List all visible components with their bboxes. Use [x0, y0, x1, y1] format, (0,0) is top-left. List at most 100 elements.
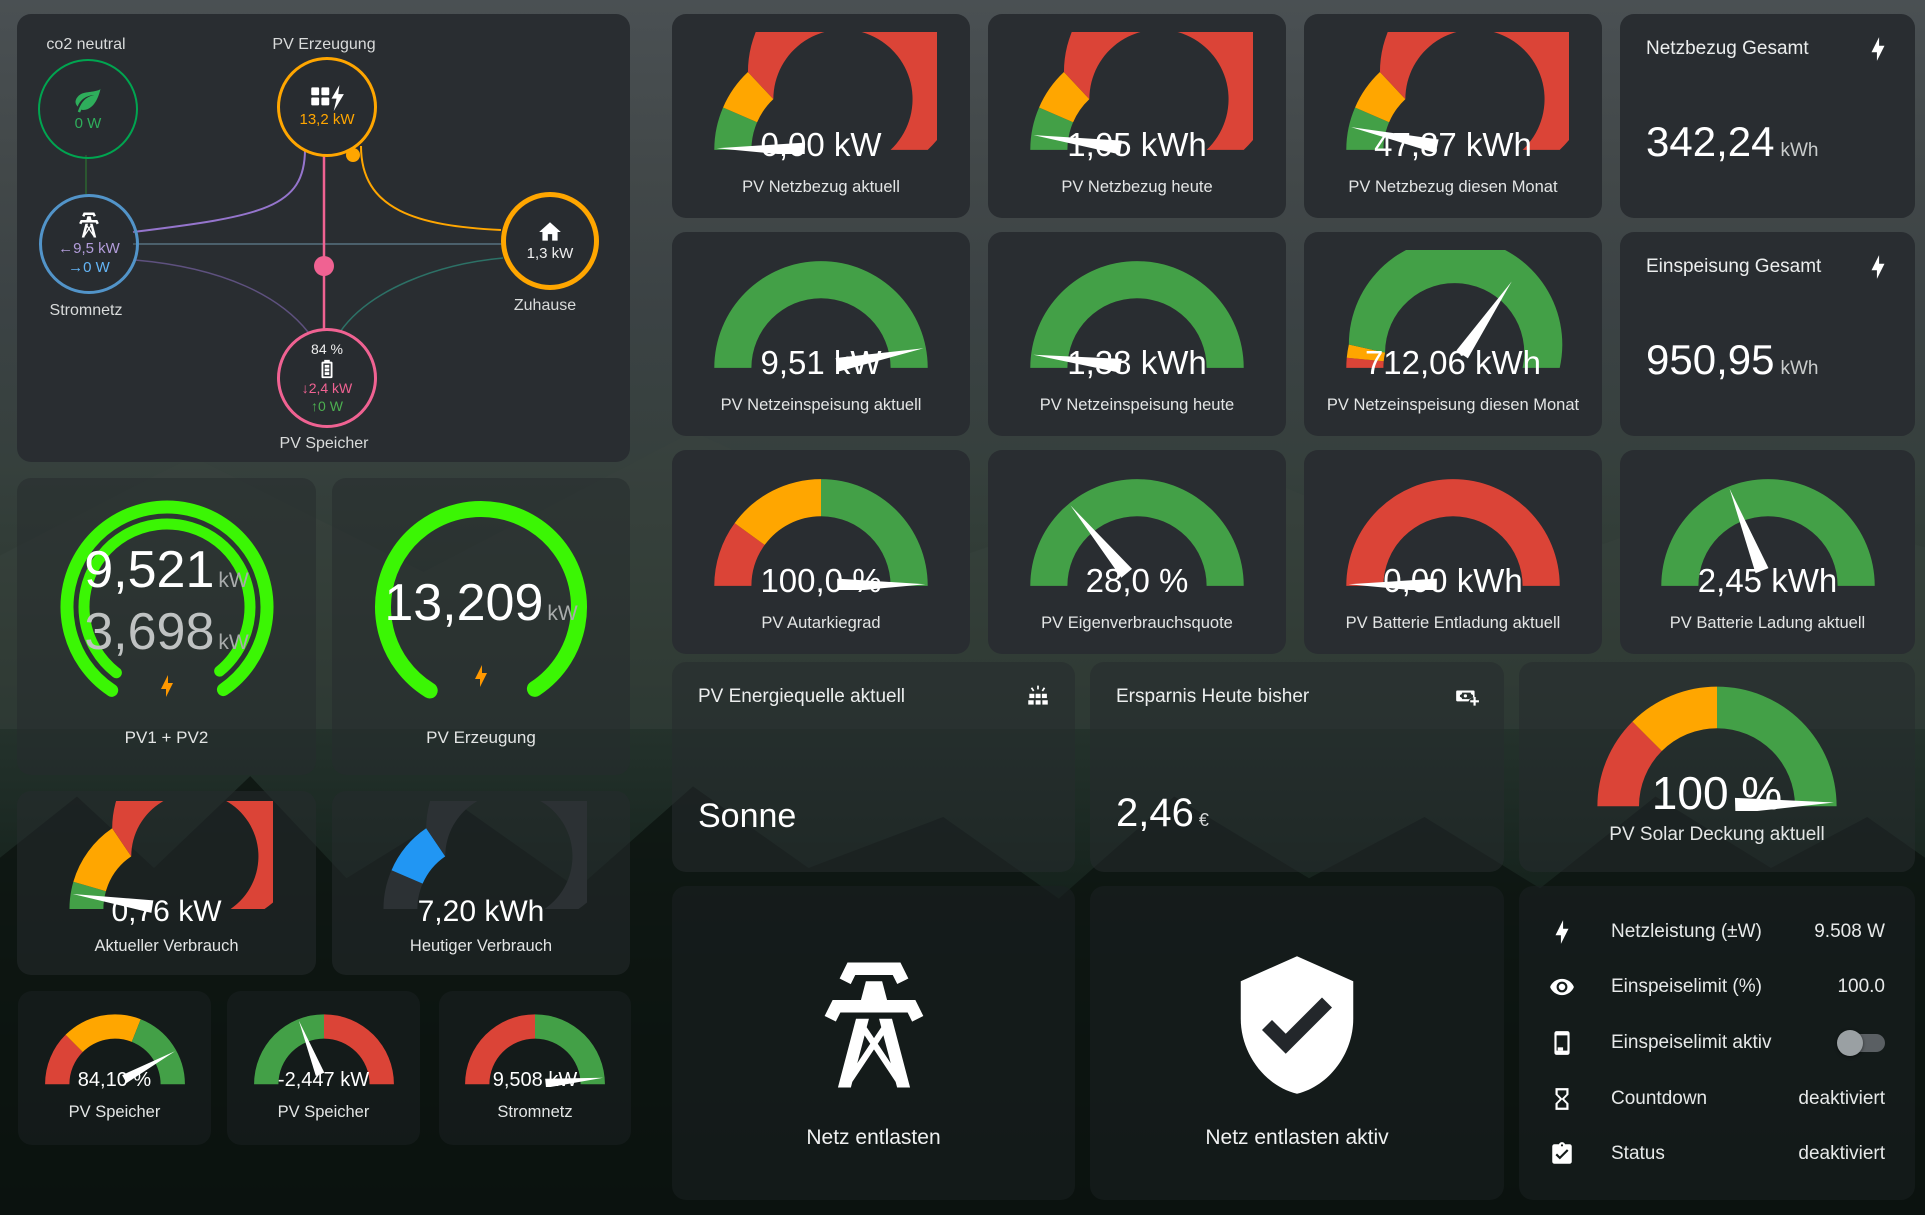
- settings-row-netzleistung[interactable]: Netzleistung (±W) 9.508 W: [1549, 908, 1885, 956]
- pv-eigenverbrauchsquote-gauge-card[interactable]: 28,0 % PV Eigenverbrauchsquote: [988, 450, 1286, 654]
- pv-speicher-soc-gauge-card[interactable]: 84,10 % PV Speicher: [18, 991, 211, 1145]
- gauge-arc: [1346, 479, 1560, 590]
- gauge-label: Heutiger Verbrauch: [409, 937, 553, 955]
- gauge-label: PV Netzbezug heute: [1061, 178, 1213, 196]
- lightning-icon: [1865, 254, 1891, 280]
- grid-import-value: ←9,5 kW: [58, 240, 120, 258]
- pv-netzbezug-heute-gauge-card[interactable]: 1,05 kWh PV Netzbezug heute: [988, 14, 1286, 218]
- lightning-icon: [475, 665, 487, 687]
- flow-node-zuhause[interactable]: 1,3 kW: [501, 192, 599, 290]
- settings-row-einspeiselimit-aktiv[interactable]: Einspeiselimit aktiv: [1549, 1019, 1885, 1067]
- gauge-value: 9,508 kW: [492, 1069, 578, 1091]
- transmission-tower-icon: [74, 210, 104, 240]
- ersparnis-card[interactable]: Ersparnis Heute bisher 2,46 €: [1090, 662, 1504, 872]
- gauge-value: 1,38 kWh: [1067, 344, 1207, 381]
- shield-check-icon: [1222, 950, 1372, 1100]
- aktueller-verbrauch-gauge-card[interactable]: 0,76 kW Aktueller Verbrauch: [17, 791, 316, 975]
- gauge-label: PV Netzeinspeisung diesen Monat: [1326, 396, 1580, 414]
- pv1-value: 9,521: [84, 541, 215, 599]
- pv-netzeinspeisung-aktuell-gauge-card[interactable]: 9,51 kW PV Netzeinspeisung aktuell: [672, 232, 970, 436]
- netzbezug-gesamt-card[interactable]: Netzbezug Gesamt 342,24 kWh: [1620, 14, 1915, 218]
- solar-panel-icon: [1025, 684, 1051, 710]
- gauge-label: PV Batterie Ladung aktuell: [1669, 614, 1866, 632]
- pv-erzeugung-value-row: 13,209 kW: [384, 574, 578, 632]
- settings-row-countdown[interactable]: Countdown deaktiviert: [1549, 1075, 1885, 1123]
- gauge-label: Aktueller Verbrauch: [94, 937, 239, 955]
- pv-netzeinspeisung-monat-gauge-card[interactable]: 712,06 kWh PV Netzeinspeisung diesen Mon…: [1304, 232, 1602, 436]
- pv-erzeugung-value: 13,209: [384, 574, 544, 632]
- gauge-label: PV Netzbezug diesen Monat: [1348, 178, 1558, 196]
- flow-label-pv: PV Erzeugung: [272, 36, 376, 53]
- eye-icon: [1549, 974, 1575, 1000]
- gauge-value: 28,0 %: [1085, 562, 1189, 599]
- gauge-arc: [1597, 686, 1837, 811]
- pv-speicher-power-gauge-card[interactable]: -2,447 kW PV Speicher: [227, 991, 420, 1145]
- gauge-arc: [714, 261, 928, 372]
- clipboard-check-icon: [1549, 1141, 1575, 1167]
- pv-batterie-ladung-gauge-card[interactable]: 2,45 kWh PV Batterie Ladung aktuell: [1620, 450, 1915, 654]
- gauge-arc: [465, 1014, 605, 1087]
- gauge-label: PV Speicher: [68, 1103, 161, 1121]
- battery-icon: [316, 358, 338, 380]
- einspeisung-gesamt-card[interactable]: Einspeisung Gesamt 950,95 kWh: [1620, 232, 1915, 436]
- gauge-arc: [383, 801, 587, 909]
- gauge-label: PV Batterie Entladung aktuell: [1345, 614, 1561, 632]
- card-title: Einspeisung Gesamt: [1646, 256, 1822, 277]
- gauge-arc: [1346, 250, 1563, 368]
- pv-energiequelle-card[interactable]: PV Energiequelle aktuell Sonne: [672, 662, 1075, 872]
- battery-charge: ↑0 W: [311, 397, 343, 414]
- double-ring-gauge: [60, 500, 273, 714]
- settings-row-einspeiselimit[interactable]: Einspeiselimit (%) 100.0: [1549, 963, 1885, 1011]
- gauge-arc: [1030, 32, 1253, 154]
- ring-card-label: PV1 + PV2: [124, 728, 209, 747]
- settings-row-status[interactable]: Status deaktiviert: [1549, 1130, 1885, 1178]
- pv-solar-deckung-gauge-card[interactable]: 100 % PV Solar Deckung aktuell: [1519, 662, 1915, 872]
- gauge-arc: [714, 479, 928, 590]
- einspeiselimit-toggle[interactable]: [1837, 1029, 1885, 1056]
- single-ring-gauge: [375, 501, 587, 713]
- gauge-arc: [68, 801, 273, 913]
- card-title: PV Energiequelle aktuell: [698, 686, 906, 707]
- gauge-label: PV Netzbezug aktuell: [742, 178, 900, 196]
- action-label: Netz entlasten aktiv: [1205, 1126, 1389, 1149]
- gauge-label: PV Autarkiegrad: [761, 614, 881, 632]
- flow-label-pv-speicher: PV Speicher: [279, 435, 369, 452]
- gauge-arc: [1346, 32, 1569, 154]
- pv-erzeugung-ring-card[interactable]: 13,209 kW PV Erzeugung: [332, 478, 630, 775]
- netz-entlasten-aktiv-card[interactable]: Netz entlasten aktiv: [1090, 886, 1504, 1200]
- pv-netzbezug-monat-gauge-card[interactable]: 47,87 kWh PV Netzbezug diesen Monat: [1304, 14, 1602, 218]
- co2-value: 0 W: [74, 114, 102, 132]
- gauge-value: 7,20 kWh: [417, 895, 545, 928]
- gauge-arc: [1660, 479, 1875, 586]
- netz-entlasten-button-card[interactable]: Netz entlasten: [672, 886, 1075, 1200]
- gauge-value: 0,76 kW: [111, 895, 222, 928]
- gauge-value: 100 %: [1651, 767, 1783, 819]
- stromnetz-gauge-card[interactable]: 9,508 kW Stromnetz: [439, 991, 631, 1145]
- pv-netzbezug-aktuell-gauge-card[interactable]: 0,00 kW PV Netzbezug aktuell: [672, 14, 970, 218]
- phone-icon: [1549, 1030, 1575, 1056]
- gauge-label: PV Solar Deckung aktuell: [1609, 824, 1825, 845]
- pv-batterie-entladung-gauge-card[interactable]: 0,00 kWh PV Batterie Entladung aktuell: [1304, 450, 1602, 654]
- total-value: 342,24 kWh: [1646, 118, 1819, 165]
- flow-node-stromnetz[interactable]: ←9,5 kW →0 W: [39, 194, 139, 294]
- lightning-icon: [160, 675, 173, 697]
- card-title: Ersparnis Heute bisher: [1116, 686, 1310, 707]
- flow-node-co2[interactable]: 0 W: [38, 59, 138, 159]
- flow-label-stromnetz: Stromnetz: [49, 302, 123, 319]
- pv1-pv2-ring-card[interactable]: 9,521 kW 3,698 kW PV1 + PV2: [17, 478, 316, 775]
- settings-panel: Netzleistung (±W) 9.508 W Einspeiselimit…: [1519, 886, 1915, 1200]
- home-icon: [537, 219, 563, 245]
- gauge-arc: [44, 1014, 185, 1085]
- pv2-value: 3,698: [84, 603, 215, 661]
- gauge-arc: [1030, 479, 1244, 586]
- flow-node-pv-speicher[interactable]: 84 % ↓2,4 kW ↑0 W: [277, 328, 377, 428]
- gauge-value: 0,00 kW: [760, 126, 882, 163]
- gauge-value: 0,00 kWh: [1383, 562, 1523, 599]
- pv-autarkiegrad-gauge-card[interactable]: 100,0 % PV Autarkiegrad: [672, 450, 970, 654]
- heutiger-verbrauch-gauge-card[interactable]: 7,20 kWh Heutiger Verbrauch: [332, 791, 630, 975]
- pv-netzeinspeisung-heute-gauge-card[interactable]: 1,38 kWh PV Netzeinspeisung heute: [988, 232, 1286, 436]
- grid-export-value: →0 W: [68, 259, 110, 276]
- savings-value: 2,46 €: [1116, 791, 1209, 835]
- flow-node-pv-erzeugung[interactable]: 13,2 kW: [277, 57, 377, 157]
- home-value: 1,3 kW: [526, 244, 574, 262]
